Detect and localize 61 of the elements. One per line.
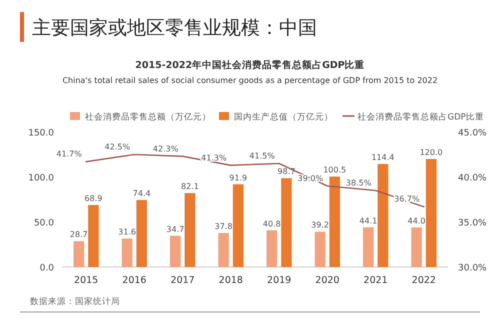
x-tick-label: 2015 [74,275,98,286]
data-label: 34.7 [166,224,184,234]
data-label: 68.9 [84,194,102,203]
data-label: 100.5 [323,166,346,175]
data-label: 91.9 [229,173,248,182]
data-label: 40.8 [262,219,281,228]
bar [184,193,196,267]
y-tick-label: 100.0 [28,174,54,184]
x-tick-label: 2021 [364,275,388,286]
data-label: 42.3% [152,144,179,154]
data-label: 41.7% [56,150,82,159]
x-tick-label: 2018 [218,275,243,286]
data-label: 114.4 [371,153,394,162]
bar [378,164,388,267]
data-label: 120.0 [420,148,443,157]
data-label: 37.8 [214,222,232,231]
bar [411,227,422,267]
data-label: 42.5% [104,142,130,152]
bar [136,200,147,267]
data-label: 28.7 [70,230,88,240]
data-label: 38.5% [346,178,372,188]
source-note: 数据来源：国家统计局 [30,296,120,307]
data-label: 31.6 [118,228,136,237]
chart-subtitle: 2015-2022年中国社会消费品零售总额占GDP比重 China's total retail sales of social consumer goods as a percentage of GDP from 2015 to 2022 [62,59,438,85]
y-tick-label: 150.0 [28,128,54,138]
y-tick-label: 0.0 [40,264,54,274]
bar [329,176,340,267]
bar [363,227,374,267]
bar [218,232,229,267]
bar [426,159,436,267]
data-label: 44.1 [359,216,378,226]
x-tick-label: 2022 [412,275,436,286]
bar [314,232,326,267]
data-label: 74.4 [132,189,151,198]
x-tick-label: 2019 [267,275,292,286]
bar [170,236,181,267]
data-label: 41.3% [201,153,227,162]
legend-label: 社会消费品零售总额占GDP比重 [358,112,484,122]
y2-tick-label: 30.0% [458,264,488,274]
legend-label: 国内生产总值（万亿元） [234,112,333,122]
data-label: 39.2 [311,220,329,230]
bar [281,178,292,267]
line-series [85,154,425,208]
bar [122,238,132,267]
data-label: 41.5% [249,152,276,160]
data-label: 82.1 [181,182,199,192]
bar [232,184,244,267]
y-tick-label: 50.0 [34,218,54,228]
bar [266,230,278,267]
y2-tick-label: 45.0% [458,128,488,138]
y2-tick-label: 35.0% [458,218,488,228]
x-tick-label: 2016 [122,275,146,286]
y2-tick-label: 40.0% [458,174,488,184]
x-tick-label: 2017 [170,275,195,286]
data-label: 98.7 [278,167,296,176]
data-label: 44.0 [408,216,426,226]
chart-title: 主要国家或地区零售业规模：中国 [32,17,317,39]
x-tick-label: 2020 [315,275,340,286]
legend-label: 社会消费品零售总额（万亿元） [85,112,211,122]
bar [88,204,99,267]
bar [74,241,84,267]
